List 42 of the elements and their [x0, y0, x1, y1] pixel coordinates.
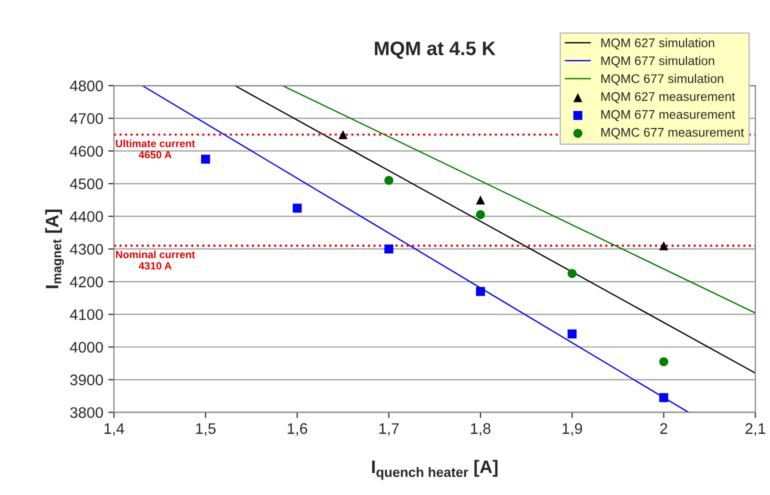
y-tick-label: 3900	[70, 374, 103, 386]
legend-label: MQM 627 measurement	[601, 92, 736, 104]
point	[659, 357, 668, 366]
y-tick-label: 3800	[70, 407, 103, 418]
chart-title: MQM at 4.5 K	[374, 42, 496, 59]
legend-label: MQMC 677 measurement	[601, 128, 744, 140]
point	[476, 286, 485, 296]
point	[384, 176, 394, 185]
x-tick-label: 1,9	[562, 423, 582, 436]
y-tick-label: 4300	[70, 244, 103, 255]
point	[201, 154, 210, 164]
y-tick-label: 4500	[70, 178, 103, 190]
y-tick-label: 4700	[70, 113, 103, 124]
y-axis-title: I$_{magnet}$ [A]	[45, 210, 64, 288]
y-tick-label: 4600	[70, 146, 103, 157]
y-tick-label: 4800	[70, 80, 103, 92]
point	[476, 210, 485, 220]
x-tick-label: 1,4	[104, 423, 124, 436]
y-tick-label: 4200	[70, 276, 103, 288]
ref-line-label: Ultimate current 4650 A	[116, 140, 196, 158]
point	[659, 393, 668, 402]
x-tick-label: 1,6	[288, 423, 308, 436]
x-tick-label: 1,5	[196, 423, 216, 436]
point	[292, 204, 302, 213]
legend-label: MQM 677 simulation	[601, 56, 714, 68]
x-tick-label: 2	[660, 423, 668, 434]
point	[338, 130, 348, 140]
point	[659, 241, 668, 250]
point	[384, 244, 394, 254]
legend-label: MQM 677 measurement	[601, 110, 736, 122]
point	[476, 195, 485, 204]
y-tick-label: 4400	[70, 211, 103, 222]
x-tick-label: 1,8	[471, 423, 490, 436]
y-tick-label: 4100	[70, 309, 103, 320]
y-tick-label: 4000	[70, 342, 103, 353]
legend-label: MQMC 677 simulation	[601, 74, 724, 86]
x-tick-label: 1,7	[379, 423, 399, 436]
ref-line-label: Nominal current 4310 A	[116, 250, 196, 270]
point	[568, 329, 577, 338]
point	[568, 268, 577, 278]
legend-label: MQM 627 simulation	[601, 38, 714, 50]
x-tick-label: 2,1	[746, 423, 766, 436]
